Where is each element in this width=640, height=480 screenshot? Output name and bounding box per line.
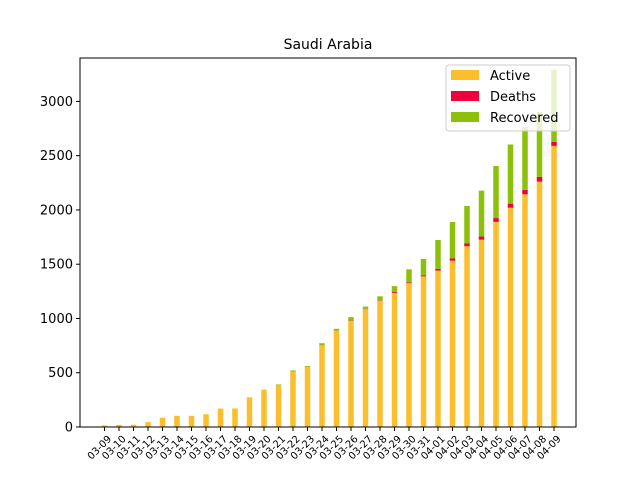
- bar-recovered-03-31: [420, 259, 427, 276]
- legend-swatch-deaths: [451, 91, 479, 101]
- bar-deaths-04-02: [449, 258, 456, 261]
- y-tick-label: 2500: [40, 149, 73, 164]
- bar-active-03-25: [333, 330, 340, 427]
- y-tick-label: 0: [65, 421, 73, 436]
- bar-recovered-04-01: [435, 240, 441, 269]
- bar-recovered-03-29: [391, 286, 398, 292]
- bar-active-03-09: [101, 425, 108, 427]
- bar-active-03-11: [130, 424, 137, 427]
- bar-recovered-04-08: [536, 111, 543, 177]
- bar-active-03-21: [275, 385, 282, 427]
- bar-active-03-31: [420, 276, 427, 427]
- bar-active-03-17: [217, 408, 224, 427]
- bar-active-03-22: [290, 371, 296, 427]
- bar-recovered-03-26: [348, 317, 354, 321]
- bar-recovered-03-21: [275, 384, 282, 386]
- legend-label-active: Active: [490, 69, 530, 84]
- bar-active-03-27: [362, 309, 369, 427]
- bar-recovered-04-03: [464, 205, 470, 244]
- bar-active-03-20: [261, 389, 267, 427]
- bar-active-03-16: [203, 414, 209, 427]
- bar-recovered-03-23: [304, 366, 311, 367]
- bar-active-03-29: [391, 292, 398, 427]
- bar-active-03-28: [377, 300, 383, 427]
- bar-recovered-04-05: [493, 165, 499, 219]
- y-tick-label: 500: [48, 366, 73, 381]
- bar-deaths-04-03: [464, 243, 470, 247]
- bar-active-04-04: [478, 239, 485, 427]
- legend-label-recovered: Recovered: [490, 111, 559, 126]
- bar-deaths-03-29: [391, 291, 398, 293]
- legend-swatch-recovered: [451, 112, 479, 122]
- bar-deaths-04-07: [522, 189, 528, 195]
- y-tick-label: 1000: [40, 312, 73, 327]
- bar-deaths-04-05: [493, 218, 499, 222]
- bar-active-03-24: [319, 345, 325, 427]
- bar-recovered-03-24: [319, 343, 325, 346]
- bar-active-03-30: [406, 283, 412, 427]
- bar-recovered-04-06: [507, 144, 514, 204]
- bar-deaths-04-09: [551, 141, 557, 146]
- bar-active-03-18: [232, 408, 238, 427]
- bar-active-04-09: [551, 145, 557, 427]
- bar-active-03-14: [174, 415, 180, 427]
- bar-recovered-04-04: [478, 190, 485, 237]
- bar-active-03-13: [159, 417, 166, 427]
- legend: Active Deaths Recovered: [445, 64, 571, 132]
- bar-active-04-05: [493, 221, 499, 427]
- bar-deaths-03-30: [406, 282, 412, 284]
- bar-active-03-19: [246, 397, 253, 427]
- bar-recovered-03-22: [290, 370, 296, 372]
- y-tick-label: 1500: [40, 258, 73, 273]
- bar-active-03-15: [188, 415, 195, 427]
- bar-active-04-03: [464, 246, 470, 427]
- x-axis: 03-0903-1003-1103-1203-1303-1403-1503-16…: [86, 427, 564, 462]
- bar-recovered-03-27: [362, 306, 369, 309]
- bar-active-04-08: [536, 181, 543, 427]
- bar-active-04-02: [449, 260, 456, 427]
- bar-recovered-03-30: [406, 269, 412, 283]
- bar-deaths-04-01: [435, 268, 441, 271]
- bar-recovered-03-28: [377, 296, 383, 301]
- plot-frame: [79, 57, 577, 428]
- bar-active-04-01: [435, 270, 441, 427]
- bar-active-03-12: [145, 422, 151, 427]
- y-axis: 0 500 1000 1500 2000 2500 3000: [40, 95, 80, 436]
- bar-active-04-06: [507, 207, 514, 427]
- legend-swatch-active: [451, 70, 479, 80]
- y-tick-label: 3000: [40, 95, 73, 110]
- bar-recovered-03-25: [333, 328, 340, 331]
- bar-deaths-04-06: [507, 203, 514, 208]
- bar-active-03-10: [116, 424, 122, 427]
- bar-deaths-04-08: [536, 176, 543, 182]
- bar-deaths-04-04: [478, 236, 485, 240]
- bar-deaths-03-31: [420, 275, 427, 277]
- legend-label-deaths: Deaths: [490, 90, 536, 105]
- bar-active-03-26: [348, 320, 354, 427]
- bar-active-04-07: [522, 194, 528, 427]
- chart-title: Saudi Arabia: [284, 37, 373, 53]
- bar-active-03-23: [304, 366, 311, 427]
- bar-recovered-04-02: [449, 221, 456, 259]
- y-tick-label: 2000: [40, 203, 73, 218]
- bar-recovered-04-07: [522, 126, 528, 190]
